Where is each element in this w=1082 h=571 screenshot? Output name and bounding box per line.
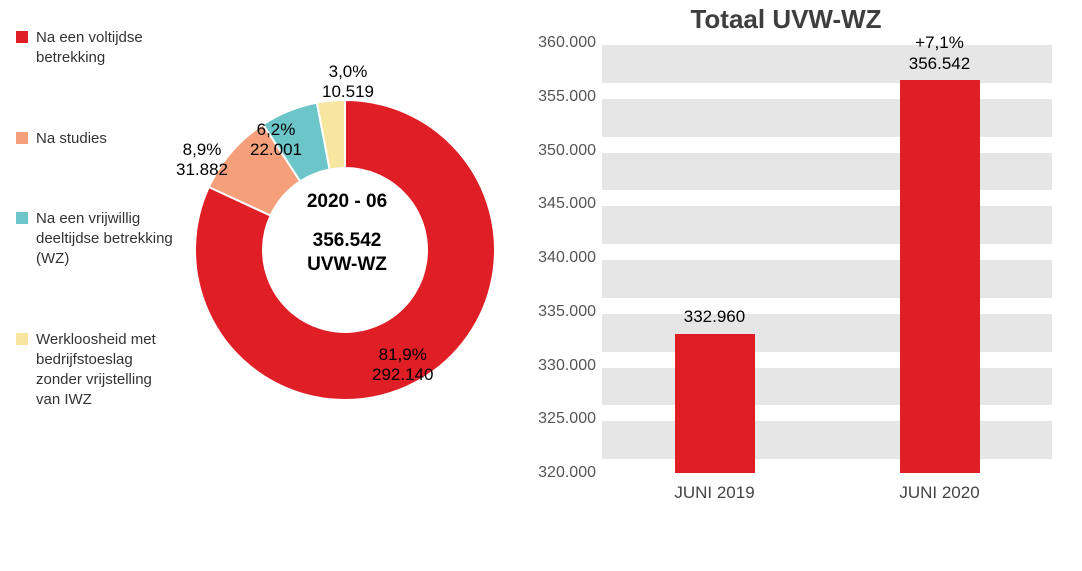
legend-label: Na een vrijwillig deeltijdse betrekking … [36,209,180,270]
bar-value: 356.542 [860,53,1020,74]
dashboard: Na een voltijdse betrekking Na studies Na … [0,0,1082,571]
donut-slice-count: 292.140 [372,365,433,385]
donut-center: 2020 - 06 356.542 UVW-WZ [272,190,422,278]
grid-stripe [602,421,1052,459]
donut-slice-label: 6,2%22.001 [250,120,302,161]
legend-label: Na studies [36,129,107,149]
legend-item: Na een vrijwillig deeltijdse betrekking … [16,209,180,270]
y-tick-label: 330.000 [520,357,596,375]
grid-stripe [602,368,1052,406]
y-tick-label: 320.000 [520,464,596,482]
y-tick-label: 355.000 [520,88,596,106]
donut-slice-count: 10.519 [322,82,374,102]
bar-value-label: +7,1%356.542 [860,32,1020,75]
bar-plot: 320.000325.000330.000335.000340.000345.0… [602,43,1052,503]
donut-slice-count: 22.001 [250,140,302,160]
donut-slice-pct: 8,9% [176,140,228,160]
donut-slice-pct: 81,9% [372,345,433,365]
x-tick-label: JUNI 2020 [880,483,1000,503]
y-tick-label: 340.000 [520,249,596,267]
bar-plot-area: 320.000325.000330.000335.000340.000345.0… [602,43,1052,473]
legend-swatch [16,212,28,224]
donut-total-value: 356.542 [272,229,422,254]
bar-chart-title: Totaal UVW-WZ [520,4,1052,35]
donut-slice-count: 31.882 [176,160,228,180]
bar-chart: Totaal UVW-WZ 320.000325.000330.000335.0… [510,0,1082,571]
y-tick-label: 325.000 [520,410,596,428]
donut-slice-pct: 6,2% [250,120,302,140]
bar-delta-label: +7,1% [860,32,1020,53]
legend-item: Werkloosheid met bedrijfstoeslag zonder … [16,330,180,411]
grid-stripe [602,206,1052,244]
y-tick-label: 350.000 [520,142,596,160]
donut-period: 2020 - 06 [272,190,422,215]
donut-chart: 2020 - 06 356.542 UVW-WZ 81,9%292.1408,9… [180,0,510,571]
legend-swatch [16,333,28,345]
bar [675,334,755,473]
grid-stripe [602,153,1052,191]
legend-label: Na een voltijdse betrekking [36,28,180,69]
donut-slice-label: 3,0%10.519 [322,62,374,103]
donut-slice-label: 81,9%292.140 [372,345,433,386]
legend-label: Werkloosheid met bedrijfstoeslag zonder … [36,330,180,411]
bar-value: 332.960 [635,306,795,327]
y-tick-label: 345.000 [520,195,596,213]
donut-legend: Na een voltijdse betrekking Na studies Na … [0,0,180,571]
y-tick-label: 335.000 [520,303,596,321]
donut-slice-label: 8,9%31.882 [176,140,228,181]
donut-slice-pct: 3,0% [322,62,374,82]
legend-swatch [16,31,28,43]
donut-total-unit: UVW-WZ [272,253,422,278]
x-tick-label: JUNI 2019 [655,483,775,503]
grid-stripe [602,99,1052,137]
bar-value-label: 332.960 [635,306,795,327]
grid-stripe [602,260,1052,298]
y-tick-label: 360.000 [520,34,596,52]
legend-item: Na een voltijdse betrekking [16,28,180,69]
legend-item: Na studies [16,129,180,149]
bar [900,80,980,473]
legend-swatch [16,132,28,144]
